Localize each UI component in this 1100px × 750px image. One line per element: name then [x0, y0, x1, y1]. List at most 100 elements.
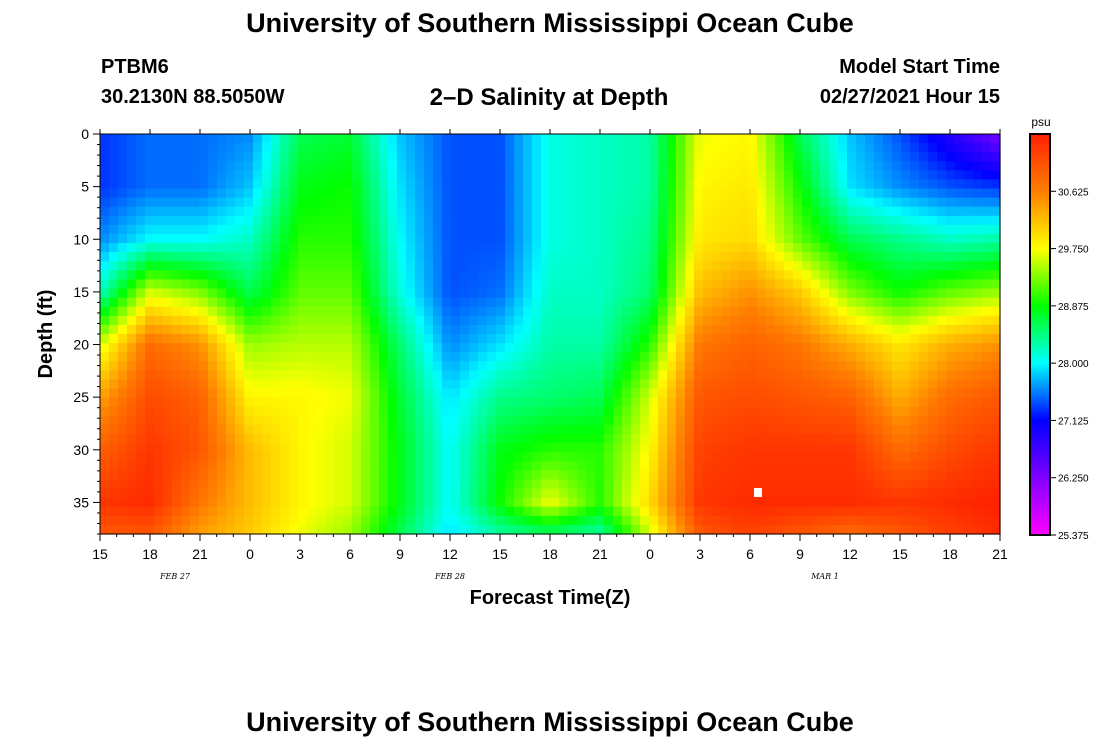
- heatmap-cell: [325, 406, 335, 417]
- heatmap-cell: [829, 152, 839, 162]
- heatmap-cell: [397, 343, 407, 353]
- heatmap-cell: [694, 506, 704, 517]
- heatmap-cell: [181, 288, 191, 299]
- heatmap-cell: [685, 343, 695, 353]
- heatmap-cell: [127, 306, 137, 317]
- heatmap-cell: [298, 234, 308, 244]
- heatmap-cell: [289, 297, 299, 308]
- heatmap-cell: [514, 361, 524, 371]
- heatmap-cell: [892, 352, 902, 362]
- heatmap-cell: [145, 352, 155, 362]
- heatmap-cell: [316, 343, 326, 353]
- heatmap-cell: [514, 261, 524, 271]
- heatmap-cell: [568, 434, 578, 444]
- heatmap-cell: [883, 370, 893, 381]
- heatmap-cell: [343, 297, 353, 308]
- heatmap-cell: [190, 352, 200, 362]
- heatmap-cell: [874, 315, 884, 326]
- heatmap-cell: [964, 252, 974, 262]
- heatmap-cell: [973, 424, 983, 435]
- heatmap-cell: [352, 179, 362, 190]
- heatmap-cell: [667, 306, 677, 317]
- heatmap-cell: [955, 452, 965, 462]
- heatmap-cell: [622, 397, 632, 408]
- heatmap-cell: [532, 252, 542, 262]
- heatmap-cell: [937, 406, 947, 417]
- heatmap-cell: [928, 179, 938, 190]
- heatmap-cell: [766, 488, 776, 499]
- heatmap-cell: [694, 361, 704, 371]
- heatmap-cell: [442, 406, 452, 417]
- heatmap-cell: [136, 324, 146, 335]
- heatmap-cell: [973, 497, 983, 508]
- heatmap-cell: [667, 215, 677, 226]
- heatmap-cell: [730, 270, 740, 281]
- heatmap-cell: [739, 461, 749, 471]
- heatmap-cell: [721, 179, 731, 190]
- heatmap-cell: [919, 434, 929, 444]
- heatmap-cell: [802, 306, 812, 317]
- heatmap-cell: [442, 515, 452, 526]
- heatmap-cell: [487, 224, 497, 235]
- heatmap-cell: [568, 461, 578, 471]
- heatmap-cell: [766, 424, 776, 435]
- heatmap-cell: [775, 197, 785, 208]
- heatmap-cell: [244, 388, 254, 399]
- heatmap-cell: [541, 206, 551, 217]
- heatmap-cell: [136, 343, 146, 353]
- heatmap-cell: [595, 452, 605, 462]
- heatmap-cell: [361, 370, 371, 381]
- heatmap-cell: [550, 488, 560, 499]
- heatmap-cell: [127, 515, 137, 526]
- heatmap-cell: [145, 379, 155, 390]
- heatmap-cell: [100, 206, 110, 217]
- heatmap-cell: [316, 215, 326, 226]
- heatmap-cell: [415, 306, 425, 317]
- heatmap-cell: [595, 270, 605, 281]
- heatmap-cell: [901, 252, 911, 262]
- heatmap-cell: [127, 215, 137, 226]
- heatmap-cell: [784, 424, 794, 435]
- heatmap-cell: [658, 134, 668, 144]
- heatmap-cell: [928, 334, 938, 344]
- heatmap-cell: [478, 461, 488, 471]
- heatmap-cell: [379, 406, 389, 417]
- heatmap-cell: [802, 143, 812, 153]
- heatmap-cell: [172, 161, 182, 171]
- heatmap-cell: [298, 143, 308, 153]
- heatmap-cell: [388, 452, 398, 462]
- heatmap-cell: [694, 270, 704, 281]
- heatmap-cell: [577, 506, 587, 517]
- heatmap-cell: [901, 279, 911, 290]
- heatmap-cell: [838, 406, 848, 417]
- heatmap-cell: [883, 324, 893, 335]
- heatmap-cell: [811, 234, 821, 244]
- heatmap-cell: [928, 252, 938, 262]
- heatmap-cell: [865, 379, 875, 390]
- heatmap-cell: [496, 434, 506, 444]
- heatmap-cell: [532, 134, 542, 144]
- heatmap-cell: [388, 306, 398, 317]
- heatmap-cell: [928, 497, 938, 508]
- heatmap-cell: [541, 334, 551, 344]
- heatmap-cell: [370, 179, 380, 190]
- heatmap-cell: [595, 215, 605, 226]
- heatmap-cell: [325, 424, 335, 435]
- heatmap-cell: [460, 252, 470, 262]
- heatmap-cell: [100, 288, 110, 299]
- heatmap-cell: [109, 352, 119, 362]
- heatmap-cell: [478, 206, 488, 217]
- heatmap-cell: [586, 397, 596, 408]
- heatmap-cell: [838, 152, 848, 162]
- heatmap-cell: [361, 170, 371, 181]
- heatmap-cell: [541, 252, 551, 262]
- heatmap-cell: [235, 188, 245, 199]
- heatmap-cell: [865, 224, 875, 235]
- heatmap-cell: [253, 288, 263, 299]
- heatmap-cell: [730, 288, 740, 299]
- heatmap-cell: [919, 370, 929, 381]
- heatmap-cell: [748, 352, 758, 362]
- heatmap-cell: [163, 461, 173, 471]
- heatmap-cell: [910, 397, 920, 408]
- heatmap-cell: [937, 470, 947, 481]
